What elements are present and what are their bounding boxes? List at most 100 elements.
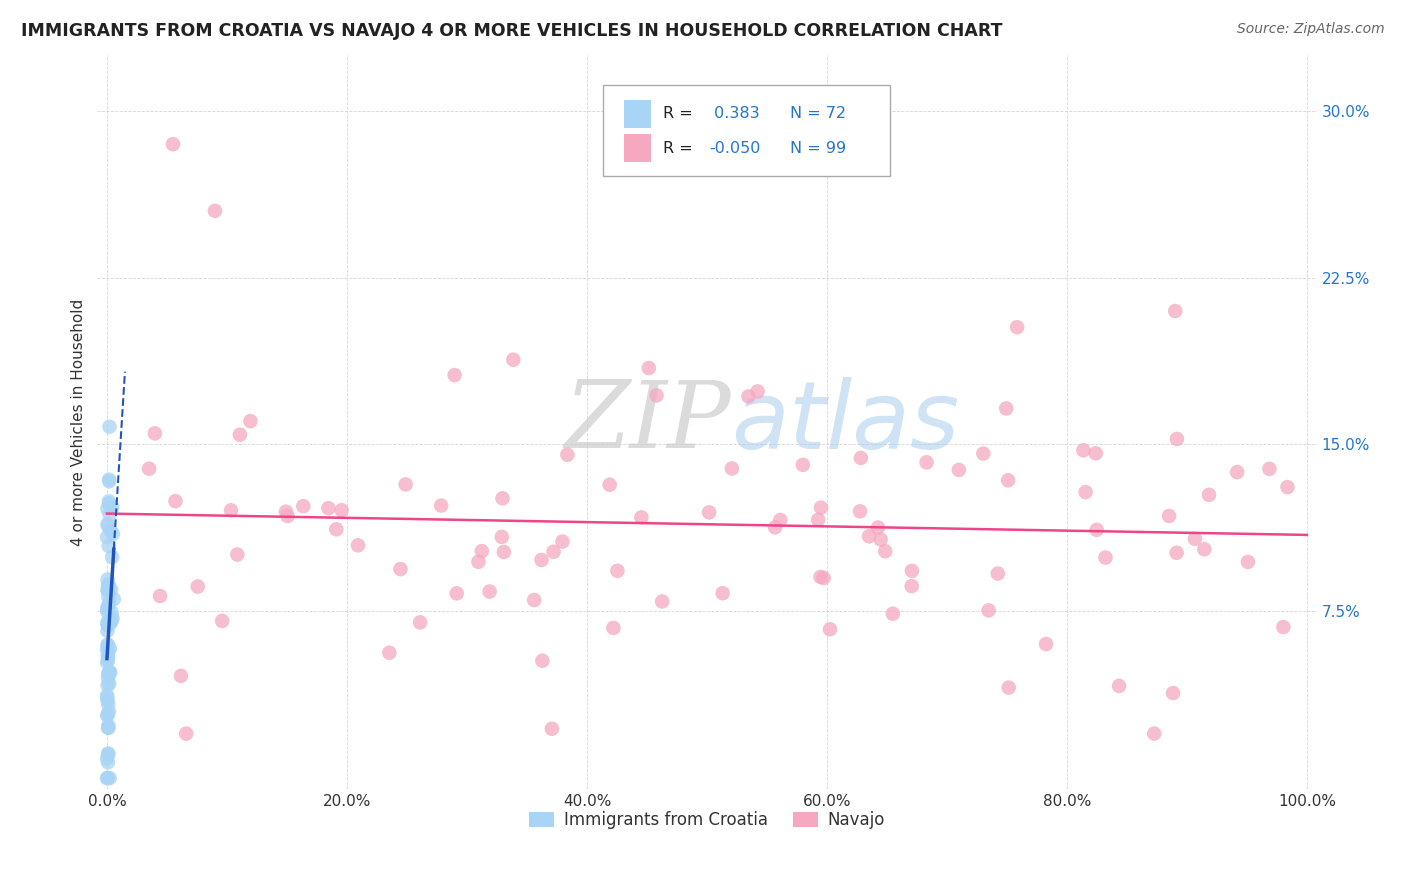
Point (492, 545, 515, 559)
Point (347, 538, 370, 552)
Point (98, 496, 121, 510)
Point (1073, 443, 1095, 458)
Point (97, 539, 120, 553)
Point (219, 503, 242, 517)
Point (1258, 462, 1281, 476)
Point (1035, 637, 1057, 651)
Point (813, 571, 835, 585)
Point (276, 508, 298, 523)
Point (239, 414, 262, 428)
Point (869, 533, 891, 547)
Point (97, 600, 120, 615)
Point (1226, 465, 1249, 479)
Point (97, 637, 120, 651)
Text: R =: R = (664, 141, 697, 156)
Point (98, 616, 121, 631)
Point (97, 494, 120, 508)
Point (557, 448, 579, 462)
Point (1237, 555, 1260, 569)
Point (97, 649, 120, 664)
Point (395, 477, 418, 491)
Point (274, 505, 297, 519)
Point (143, 426, 166, 441)
Point (96, 601, 118, 615)
Point (987, 566, 1010, 581)
Point (98, 524, 121, 538)
Point (1277, 480, 1299, 494)
Point (96, 708, 118, 723)
Point (97, 578, 120, 592)
Point (602, 621, 624, 635)
Point (1194, 542, 1216, 557)
Point (97, 771, 120, 785)
Point (97, 516, 120, 531)
Point (170, 669, 193, 683)
Point (211, 614, 233, 628)
Point (849, 504, 872, 518)
Point (810, 500, 832, 515)
Point (96, 689, 118, 703)
Point (721, 461, 744, 475)
Point (318, 501, 340, 516)
Point (1143, 726, 1166, 740)
Point (96, 530, 118, 544)
Text: 0.383: 0.383 (710, 106, 761, 121)
Point (96, 751, 118, 765)
Point (875, 544, 897, 558)
Point (792, 458, 814, 472)
Point (502, 352, 524, 367)
Point (915, 455, 938, 469)
Point (97, 698, 120, 712)
Point (96, 656, 118, 670)
Text: ZIP: ZIP (565, 377, 731, 467)
Point (651, 594, 673, 608)
Point (491, 530, 513, 544)
Point (1184, 532, 1206, 546)
Point (97, 615, 120, 629)
Point (97, 667, 120, 681)
Point (101, 550, 124, 565)
Point (389, 562, 412, 576)
Point (174, 726, 197, 740)
Point (97, 642, 120, 657)
Point (849, 450, 872, 465)
Point (97, 577, 120, 591)
Point (478, 584, 501, 599)
Point (977, 603, 1000, 617)
Point (97, 597, 120, 611)
Point (541, 722, 564, 736)
FancyBboxPatch shape (624, 135, 651, 162)
Point (96, 771, 118, 785)
Point (1166, 432, 1188, 446)
Point (103, 592, 125, 607)
Point (471, 544, 494, 558)
Point (97, 671, 120, 685)
Point (138, 461, 160, 475)
Point (98, 473, 121, 487)
Y-axis label: 4 or more Vehicles in Household: 4 or more Vehicles in Household (72, 299, 86, 546)
Point (997, 681, 1019, 695)
Point (882, 607, 904, 621)
Point (97, 747, 120, 761)
Text: R =: R = (664, 106, 697, 121)
Point (948, 463, 970, 477)
Point (96, 690, 118, 705)
Point (98, 475, 121, 489)
Point (97, 721, 120, 735)
Point (96, 583, 118, 598)
FancyBboxPatch shape (603, 85, 890, 177)
Text: -0.050: -0.050 (710, 141, 761, 156)
Point (97, 583, 120, 598)
Point (1005, 320, 1028, 334)
Point (763, 520, 786, 534)
Point (325, 522, 347, 536)
Point (98, 705, 121, 719)
Point (551, 534, 574, 549)
Point (187, 580, 209, 594)
Point (101, 527, 124, 541)
Text: atlas: atlas (731, 376, 959, 467)
Point (697, 505, 720, 519)
Point (606, 564, 628, 578)
Point (531, 654, 554, 668)
FancyBboxPatch shape (624, 100, 651, 128)
